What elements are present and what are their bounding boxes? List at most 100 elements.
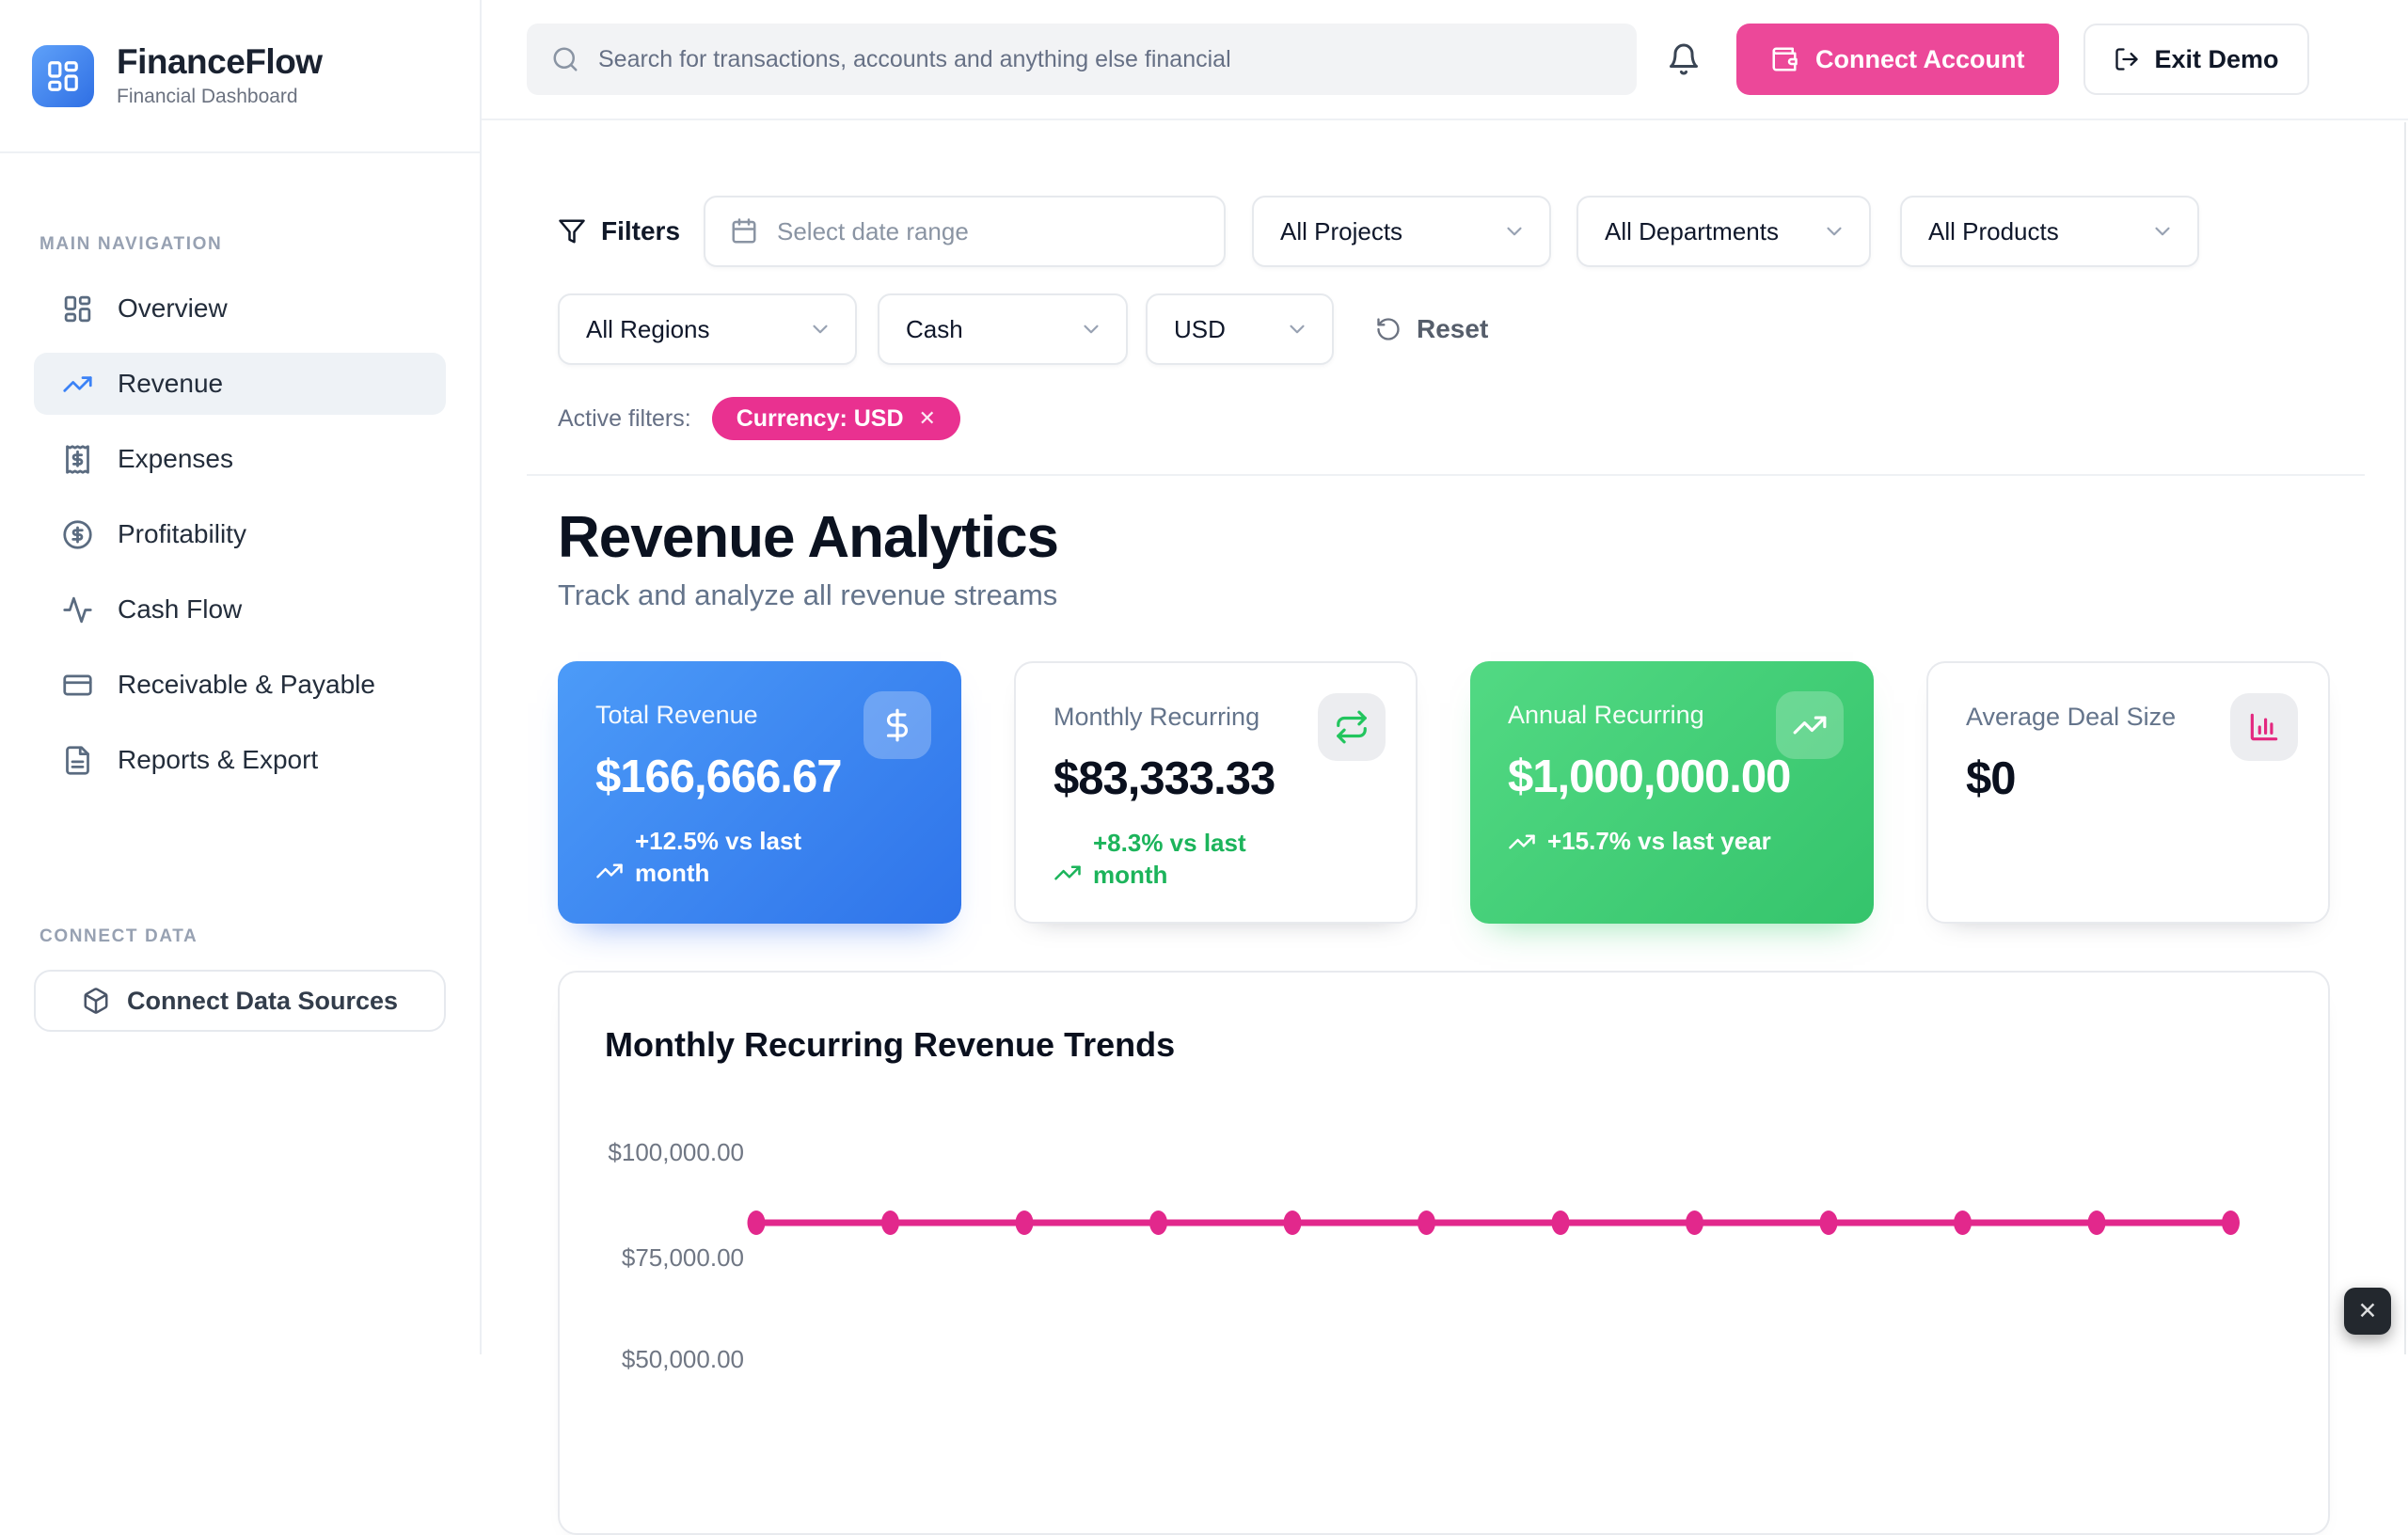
regions-select[interactable]: All Regions bbox=[558, 293, 857, 365]
sidebar-item-expenses[interactable]: Expenses bbox=[34, 428, 446, 490]
projects-select[interactable]: All Projects bbox=[1252, 196, 1551, 267]
products-select[interactable]: All Products bbox=[1900, 196, 2199, 267]
main-content: Filters All Projects All Departments All… bbox=[482, 120, 2408, 1535]
nav-section-title: MAIN NAVIGATION bbox=[40, 234, 223, 254]
filters-label: Filters bbox=[558, 216, 704, 246]
sidebar-item-overview[interactable]: Overview bbox=[34, 277, 446, 340]
chart-title: Monthly Recurring Revenue Trends bbox=[605, 1025, 1176, 1064]
sidebar-item-label: Profitability bbox=[118, 519, 246, 548]
page-subtitle: Track and analyze all revenue streams bbox=[558, 578, 1058, 611]
departments-select-value: All Departments bbox=[1605, 216, 1779, 245]
active-filters-label: Active filters: bbox=[558, 404, 691, 432]
brand: FinanceFlow Financial Dashboard bbox=[0, 0, 480, 153]
payment-type-select[interactable]: Cash bbox=[878, 293, 1128, 365]
currency-select[interactable]: USD bbox=[1146, 293, 1334, 365]
kpi-label: Monthly Recurring bbox=[1054, 703, 1260, 731]
sidebar-item-reports-export[interactable]: Reports & Export bbox=[34, 729, 446, 791]
kpi-icon-badge bbox=[1776, 691, 1844, 759]
chevron-down-icon bbox=[1290, 324, 1305, 334]
kpi-delta: +15.7% vs last year bbox=[1508, 826, 1836, 858]
connect-data-sources-button[interactable]: Connect Data Sources bbox=[34, 970, 446, 1032]
notifications-button[interactable] bbox=[1667, 42, 1701, 76]
kpi-delta-text: +8.3% vs last month bbox=[1093, 829, 1246, 889]
filters-row-1: Filters All Projects All Departments All… bbox=[558, 196, 2408, 267]
kpi-card-total-revenue: Total Revenue $166,666.67 +12.5% vs last… bbox=[558, 661, 961, 924]
sidebar-item-label: Overview bbox=[118, 293, 228, 323]
kpi-value: $0 bbox=[1966, 753, 2017, 804]
sidebar-item-label: Receivable & Payable bbox=[118, 670, 375, 699]
connect-data-section-title: CONNECT DATA bbox=[40, 926, 198, 946]
filters-label-text: Filters bbox=[601, 216, 681, 245]
filters-row-2: All Regions Cash USD Reset bbox=[558, 293, 2408, 365]
sidebar-item-label: Expenses bbox=[118, 444, 233, 473]
payment-type-select-value: Cash bbox=[906, 314, 963, 343]
chevron-down-icon bbox=[813, 324, 828, 334]
connect-data-sources-label: Connect Data Sources bbox=[126, 986, 399, 1015]
page-title: Revenue Analytics bbox=[558, 505, 1059, 570]
kpi-delta-text: +12.5% vs last month bbox=[635, 827, 802, 887]
kpi-label: Average Deal Size bbox=[1966, 703, 2177, 731]
sidebar-item-profitability[interactable]: Profitability bbox=[34, 503, 446, 565]
kpi-value: $166,666.67 bbox=[595, 752, 843, 802]
section-divider bbox=[527, 474, 2365, 476]
sidebar-item-label: Revenue bbox=[118, 369, 224, 398]
dollar-icon bbox=[886, 708, 908, 742]
package-icon bbox=[84, 988, 108, 1014]
calendar-icon bbox=[732, 218, 756, 244]
chip-label: Currency: USD bbox=[736, 404, 904, 432]
search-input[interactable] bbox=[598, 45, 1612, 73]
kpi-delta-text: +15.7% vs last year bbox=[1547, 827, 1771, 855]
sidebar-item-label: Cash Flow bbox=[118, 594, 243, 624]
currency-select-value: USD bbox=[1174, 314, 1226, 343]
projects-select-value: All Projects bbox=[1280, 216, 1403, 245]
app-name: FinanceFlow bbox=[117, 41, 323, 81]
search-bar[interactable] bbox=[527, 24, 1637, 95]
kpi-icon-badge bbox=[2230, 693, 2298, 761]
chip-remove-icon[interactable]: ✕ bbox=[918, 406, 936, 430]
kpi-value: $1,000,000.00 bbox=[1508, 752, 1791, 802]
kpi-icon-badge bbox=[863, 691, 931, 759]
reset-label: Reset bbox=[1417, 314, 1489, 343]
sidebar-item-revenue[interactable]: Revenue bbox=[34, 353, 446, 415]
app-tagline: Financial Dashboard bbox=[117, 86, 298, 108]
chevron-down-icon bbox=[2155, 227, 2170, 236]
y-axis-tick-100k: $100,000.00 bbox=[608, 1138, 744, 1166]
kpi-cards: Total Revenue $166,666.67 +12.5% vs last… bbox=[558, 661, 2330, 924]
kpi-label: Total Revenue bbox=[595, 701, 758, 729]
app-logo bbox=[32, 44, 94, 107]
date-range-input[interactable] bbox=[777, 216, 1199, 246]
trending-up-icon bbox=[1509, 834, 1535, 849]
dashboard-icon bbox=[48, 60, 78, 91]
kpi-label: Annual Recurring bbox=[1508, 701, 1704, 729]
exit-demo-label: Exit Demo bbox=[2154, 44, 2279, 73]
trending-up-icon bbox=[63, 375, 92, 392]
chevron-down-icon bbox=[1507, 227, 1522, 236]
mrr-line-plot bbox=[747, 1211, 2240, 1235]
search-icon bbox=[553, 47, 578, 71]
exit-demo-button[interactable]: Exit Demo bbox=[2083, 24, 2309, 95]
active-filters-row: Active filters: Currency: USD ✕ bbox=[558, 397, 2408, 440]
receipt-icon bbox=[66, 444, 89, 474]
active-filter-chip-currency[interactable]: Currency: USD ✕ bbox=[711, 397, 960, 440]
y-axis-tick-75k: $75,000.00 bbox=[621, 1243, 744, 1272]
demo-overlay-close-button[interactable]: ✕ bbox=[2344, 1288, 2391, 1335]
repeat-icon bbox=[1337, 710, 1367, 744]
departments-select[interactable]: All Departments bbox=[1576, 196, 1871, 267]
dashboard-icon bbox=[64, 295, 91, 322]
circle-dollar-icon bbox=[63, 519, 92, 549]
date-range-picker[interactable] bbox=[704, 196, 1226, 267]
sidebar-item-label: Reports & Export bbox=[118, 745, 319, 774]
trending-up-icon bbox=[1054, 865, 1081, 880]
kpi-card-monthly-recurring: Monthly Recurring $83,333.33 +8.3% vs la… bbox=[1014, 661, 1418, 924]
kpi-card-annual-recurring: Annual Recurring $1,000,000.00 +15.7% vs… bbox=[1470, 661, 1874, 924]
sidebar-item-cash-flow[interactable]: Cash Flow bbox=[34, 578, 446, 641]
connect-account-button[interactable]: Connect Account bbox=[1736, 24, 2059, 95]
kpi-delta: +8.3% vs last month bbox=[1054, 828, 1378, 892]
main-navigation: MAIN NAVIGATION Overview Revenue Expense… bbox=[0, 153, 480, 1032]
sidebar: FinanceFlow Financial Dashboard MAIN NAV… bbox=[0, 0, 482, 1354]
funnel-icon bbox=[559, 219, 585, 244]
reset-filters-button[interactable]: Reset bbox=[1375, 314, 1488, 344]
activity-icon bbox=[63, 596, 92, 623]
sidebar-item-receivable-payable[interactable]: Receivable & Payable bbox=[34, 654, 446, 716]
file-text-icon bbox=[66, 745, 89, 775]
